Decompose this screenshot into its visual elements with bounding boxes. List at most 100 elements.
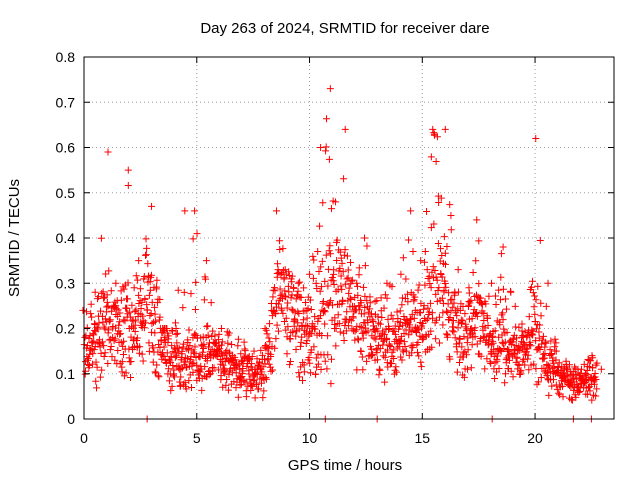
data-point — [191, 349, 199, 357]
data-point — [191, 330, 199, 338]
data-point — [385, 342, 393, 350]
data-point — [548, 365, 556, 373]
data-point — [241, 345, 249, 353]
data-point — [411, 293, 419, 301]
data-point — [342, 280, 350, 288]
data-point — [101, 325, 109, 333]
data-point — [208, 367, 216, 375]
data-point — [344, 274, 352, 282]
data-point — [505, 356, 513, 364]
y-tick-label: 0.1 — [56, 366, 76, 382]
x-tick-label: 10 — [302, 430, 318, 446]
data-point — [494, 352, 502, 360]
data-point — [488, 333, 496, 341]
data-point — [456, 334, 464, 342]
data-point — [427, 327, 435, 335]
data-point — [126, 313, 134, 321]
data-point — [153, 283, 161, 291]
data-point — [550, 376, 558, 384]
data-point — [459, 317, 467, 325]
data-point — [344, 266, 352, 274]
data-point — [383, 334, 391, 342]
data-point — [586, 387, 594, 395]
data-point — [384, 315, 392, 323]
data-point — [275, 296, 283, 304]
data-point — [94, 325, 102, 333]
data-point — [224, 339, 232, 347]
data-point — [398, 301, 406, 309]
data-point — [146, 286, 154, 294]
y-tick-label: 0.3 — [56, 275, 76, 291]
data-point — [414, 286, 422, 294]
data-point — [462, 320, 470, 328]
data-point — [151, 329, 159, 337]
data-point — [155, 373, 163, 381]
data-point — [282, 293, 290, 301]
data-point — [329, 277, 337, 285]
data-point — [444, 308, 452, 316]
data-point — [276, 246, 284, 254]
data-point — [347, 258, 355, 266]
data-point — [263, 330, 271, 338]
data-point — [453, 312, 461, 320]
data-point — [555, 359, 563, 367]
data-point — [514, 360, 522, 368]
data-point — [294, 319, 302, 327]
data-point — [542, 302, 550, 310]
data-point — [241, 347, 249, 355]
data-point — [562, 372, 570, 380]
data-point — [296, 342, 304, 350]
data-point — [360, 283, 368, 291]
data-point — [528, 283, 536, 291]
data-point — [185, 377, 193, 385]
data-point — [530, 303, 538, 311]
data-point — [135, 257, 143, 265]
data-point — [429, 314, 437, 322]
data-point — [502, 370, 510, 378]
data-point — [356, 302, 364, 310]
data-point — [535, 378, 543, 386]
data-point — [307, 369, 315, 377]
data-point — [189, 368, 197, 376]
data-point — [110, 337, 118, 345]
data-point — [447, 226, 455, 234]
data-point — [319, 199, 327, 207]
data-point — [430, 131, 438, 139]
y-tick-labels: 0 0.1 0.2 0.3 0.4 0.5 0.6 0.7 0.8 — [56, 49, 76, 427]
data-point — [546, 346, 554, 354]
data-point — [234, 335, 242, 343]
data-point — [148, 328, 156, 336]
data-point — [371, 326, 379, 334]
data-point — [415, 352, 423, 360]
data-point — [502, 295, 510, 303]
data-point — [170, 373, 178, 381]
data-point — [552, 339, 560, 347]
data-point — [284, 323, 292, 331]
data-point — [255, 359, 263, 367]
data-point — [377, 294, 385, 302]
data-point — [139, 312, 147, 320]
data-point — [84, 354, 92, 362]
data-point — [336, 248, 344, 256]
data-point — [177, 382, 185, 390]
data-point — [358, 353, 366, 361]
data-point — [140, 272, 148, 280]
data-point — [136, 285, 144, 293]
data-point — [326, 85, 334, 93]
data-point — [101, 349, 109, 357]
data-point — [324, 351, 332, 359]
data-point — [407, 315, 415, 323]
data-point — [198, 386, 206, 394]
data-point — [185, 326, 193, 334]
data-point — [521, 328, 529, 336]
data-point — [90, 346, 98, 354]
data-point — [200, 296, 208, 304]
data-point — [225, 329, 233, 337]
data-point — [547, 337, 555, 345]
data-point — [417, 358, 425, 366]
data-point — [453, 348, 461, 356]
data-point — [190, 348, 198, 356]
data-point — [240, 338, 248, 346]
data-point — [529, 289, 537, 297]
data-point — [151, 368, 159, 376]
